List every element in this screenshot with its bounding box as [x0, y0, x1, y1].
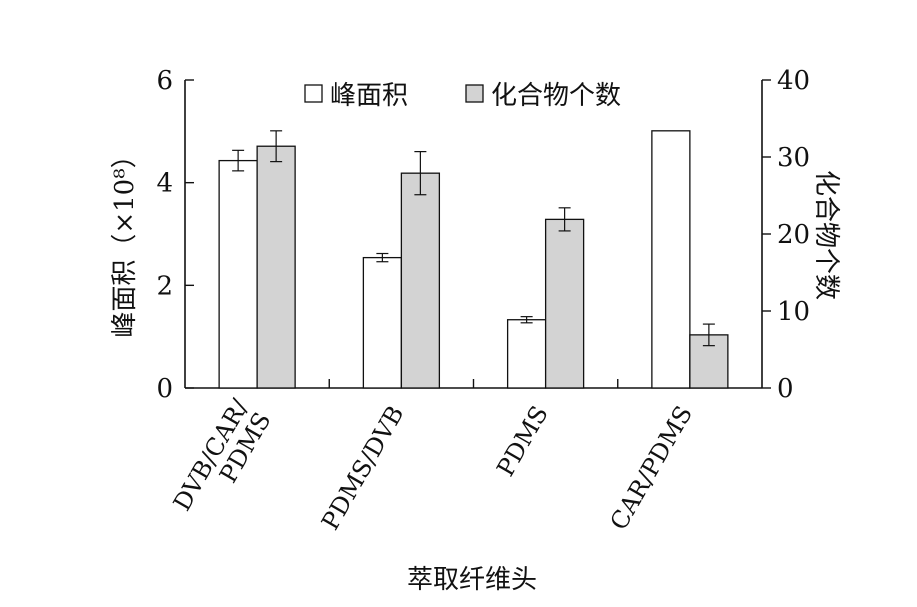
bar-peak-area	[362, 256, 403, 389]
y-axis-title-right: 化合物个数	[811, 170, 841, 300]
y-tick-label-right: 30	[777, 143, 810, 173]
x-category-label: DVB/CAR/PDMS	[168, 394, 277, 529]
bar-peak-area	[651, 130, 691, 389]
legend-swatch-compound-count	[465, 84, 484, 103]
bar-compound-count	[544, 218, 585, 389]
x-category-label-line: CAR/PDMS	[605, 401, 698, 535]
y-axis-title-left: 峰面积（×10⁸）	[110, 142, 140, 337]
y-tick-label-right: 0	[777, 374, 794, 404]
legend-label-compound-count: 化合物个数	[491, 81, 621, 111]
bar-peak-area	[218, 159, 258, 389]
y-tick-label-left: 6	[156, 66, 173, 96]
bar-compound-count	[256, 145, 296, 389]
y-tick-label-right: 10	[777, 297, 810, 327]
x-category-label: PDMS	[491, 401, 553, 481]
x-axis-title: 萃取纤维头	[407, 565, 537, 595]
bars	[218, 130, 729, 389]
legend-swatch-peak-area	[304, 84, 323, 103]
y-tick-label-right: 20	[777, 220, 810, 250]
y-tick-label-right: 40	[777, 66, 810, 96]
x-category-label: CAR/PDMS	[605, 401, 698, 535]
x-category-label-line: PDMS	[491, 401, 553, 481]
bar-compound-count	[400, 172, 441, 389]
bar-peak-area	[506, 319, 547, 389]
bar-compound-count	[689, 334, 729, 389]
legend-label-peak-area: 峰面积	[330, 81, 408, 111]
x-category-label-line: PDMS/DVB	[316, 401, 409, 535]
y-tick-label-left: 0	[156, 374, 173, 404]
legend: 峰面积 化合物个数	[304, 81, 621, 111]
x-category-label: PDMS/DVB	[316, 401, 409, 535]
y-tick-label-left: 4	[156, 169, 173, 199]
y-tick-label-left: 2	[156, 271, 173, 301]
